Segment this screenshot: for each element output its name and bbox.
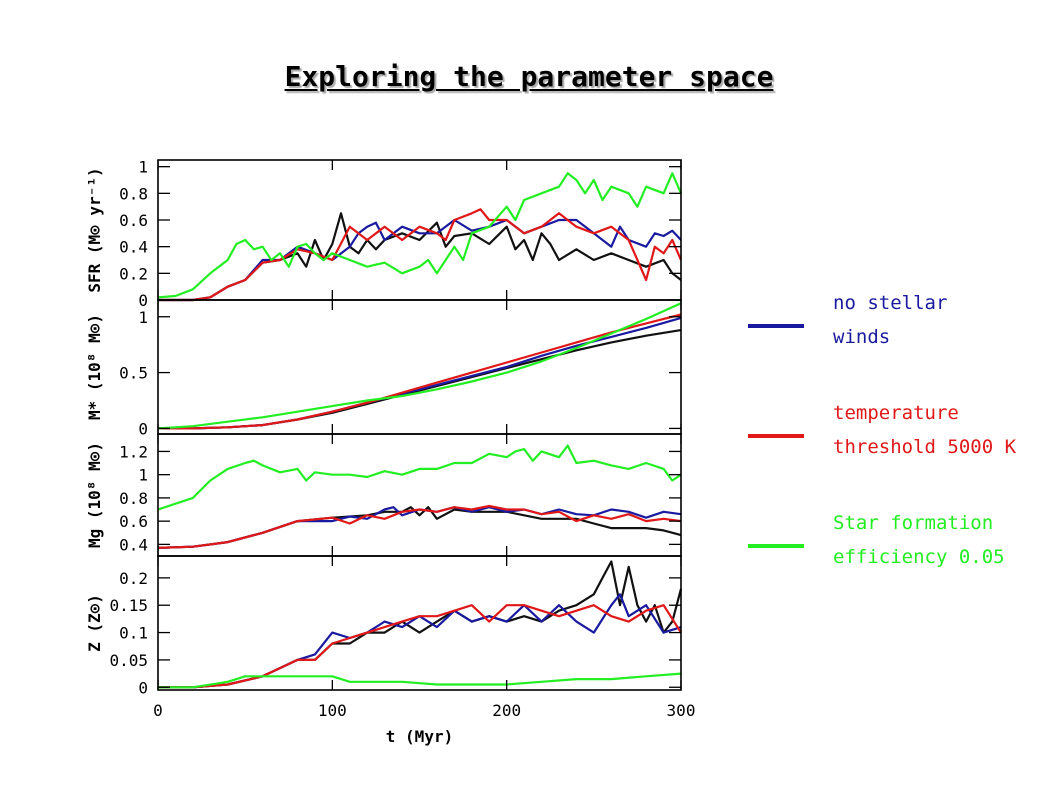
y-tick-label-mgas-4: 1.2: [119, 442, 148, 461]
legend-label-line2: threshold 5000 K: [833, 436, 1017, 458]
y-tick-label-mstar-2: 1: [138, 308, 148, 327]
panel-frame-mgas: [157, 433, 682, 557]
y-tick-label-sfr-1: 0.2: [119, 264, 148, 283]
legend-label-line1: no stellar: [833, 292, 948, 314]
y-tick-label-mstar-0: 0: [138, 419, 148, 438]
y-tick-label-mstar-1: 0.5: [119, 364, 148, 383]
legend-label-0: no stellar winds: [833, 286, 947, 354]
series-line-mstar-2: [158, 313, 682, 430]
y-tick-label-sfr-2: 0.4: [119, 238, 148, 257]
series-line-mgas-3: [157, 444, 682, 511]
series-line-mgas-1: [157, 506, 682, 549]
y-tick-label-sfr-3: 0.6: [119, 211, 148, 230]
series-line-z-3: [158, 672, 682, 689]
legend-swatch-2: [748, 544, 804, 548]
series-line-z-0: [158, 560, 683, 689]
slide-title: Exploring the parameter space: [284, 60, 774, 93]
x-axis-title: t (Myr): [386, 727, 453, 746]
legend-swatch-1: [748, 434, 804, 438]
y-axis-title-mstar: M* (10⁸ M⊙): [85, 314, 104, 420]
series-line-mstar-0: [158, 329, 682, 430]
series-line-sfr-0: [158, 212, 682, 302]
series-line-mgas-2: [157, 504, 682, 549]
y-tick-label-z-0: 0: [138, 678, 148, 697]
y-tick-label-sfr-4: 0.8: [119, 184, 148, 203]
series-line-z-1: [158, 593, 682, 689]
y-tick-label-sfr-0: 0: [138, 291, 148, 310]
legend-label-line1: Star formation: [833, 512, 994, 534]
series-line-sfr-2: [158, 208, 683, 302]
series-line-z-2: [158, 604, 682, 689]
y-tick-label-mgas-1: 0.6: [119, 512, 148, 531]
y-tick-label-z-3: 0.15: [109, 596, 148, 615]
x-tick-label-0: 0: [153, 701, 163, 720]
y-axis-title-z: Z (Z⊙): [85, 594, 104, 652]
y-tick-label-z-1: 0.05: [109, 651, 148, 670]
legend-label-2: Star formation efficiency 0.05: [833, 506, 1005, 574]
series-line-sfr-3: [157, 172, 683, 299]
x-tick-label-1: 100: [318, 701, 347, 720]
y-tick-label-sfr-5: 1: [138, 158, 148, 177]
legend-label-1: temperature threshold 5000 K: [833, 396, 1016, 464]
panel-frame-mstar: [157, 299, 682, 435]
y-tick-label-mgas-2: 0.8: [119, 489, 148, 508]
legend-swatch-0: [748, 324, 804, 328]
panel-frame-z: [157, 555, 682, 691]
y-tick-label-mgas-3: 1: [138, 466, 148, 485]
y-tick-label-z-4: 0.2: [119, 569, 148, 588]
x-tick-label-3: 300: [667, 701, 696, 720]
y-axis-title-sfr: SFR (M⊙ yr⁻¹): [85, 167, 104, 292]
y-tick-label-z-2: 0.1: [119, 624, 148, 643]
series-line-sfr-1: [158, 218, 682, 302]
legend-label-line2: efficiency 0.05: [833, 546, 1005, 568]
series-line-mstar-3: [157, 302, 682, 430]
legend-label-line2: winds: [833, 326, 891, 348]
y-axis-title-mgas: Mg (10⁸ M⊙): [85, 442, 104, 548]
x-tick-label-2: 200: [492, 701, 521, 720]
legend-label-line1: temperature: [833, 402, 959, 424]
y-tick-label-mgas-0: 0.4: [119, 535, 148, 554]
